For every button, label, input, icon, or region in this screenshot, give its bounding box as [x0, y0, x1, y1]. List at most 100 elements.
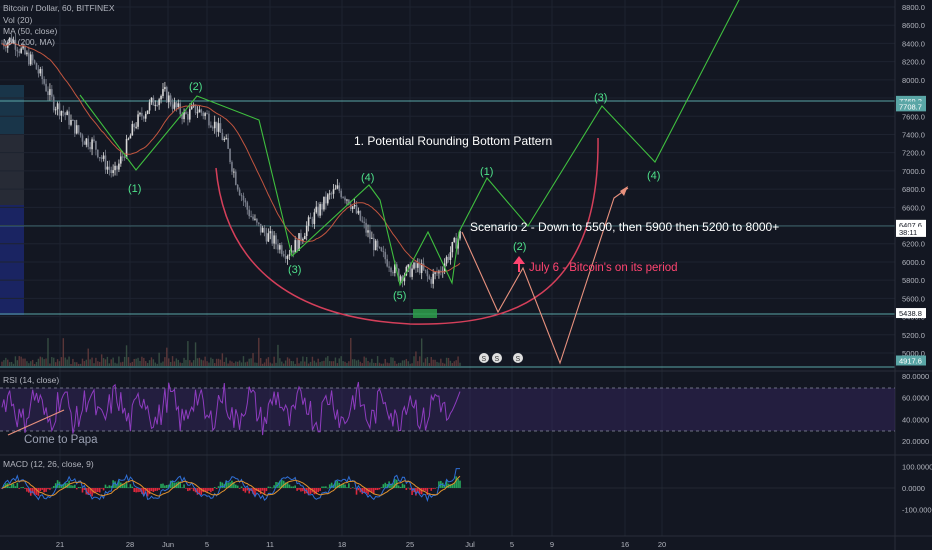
candle-body — [300, 233, 302, 241]
macd-hist-bar — [382, 484, 385, 488]
price-tick-label: 5600.0 — [902, 294, 925, 303]
wave-projection[interactable] — [458, 0, 740, 233]
macd-hist-bar — [326, 487, 329, 489]
candle-body — [231, 162, 233, 172]
volume-bar — [30, 361, 32, 366]
candle-body — [210, 125, 212, 128]
candle-body — [81, 135, 84, 142]
price-tick-label: 8000.0 — [902, 76, 925, 85]
candle-body — [68, 111, 70, 125]
volume-bar — [453, 361, 455, 366]
macd-hist-bar — [26, 488, 28, 492]
price-tick-label: 6600.0 — [902, 203, 925, 212]
candle-body — [380, 247, 383, 252]
price-badge-bg — [896, 308, 926, 319]
macd-hist-bar — [271, 487, 274, 489]
macd-hist-bar — [259, 488, 262, 495]
macd-hist-bar — [16, 482, 19, 488]
macd-hist-bar — [148, 488, 151, 495]
candle-body — [87, 138, 90, 147]
volume-bar — [77, 363, 80, 366]
ma200-indicator-label[interactable]: MA (200, MA) — [3, 37, 55, 47]
volume-bar — [401, 360, 404, 366]
candle-body — [188, 109, 191, 120]
macd-hist-bar — [160, 483, 162, 488]
macd-hist-bar — [213, 487, 216, 488]
bottom-target-box[interactable] — [413, 309, 437, 318]
volume-bar — [158, 352, 160, 366]
volume-bar — [133, 358, 135, 366]
macd-hist-bar — [357, 488, 360, 491]
wave-count-past[interactable] — [79, 94, 460, 287]
macd-label[interactable]: MACD (12, 26, close, 9) — [3, 459, 94, 469]
macd-hist-bar — [309, 488, 312, 494]
macd-hist-bar — [192, 488, 195, 492]
volume-bar — [154, 362, 157, 366]
candle-body — [217, 123, 220, 132]
macd-hist-bar — [183, 484, 185, 488]
macd-hist-bar — [64, 483, 67, 488]
price-tick-label: 6800.0 — [902, 185, 925, 194]
macd-hist-bar — [95, 488, 97, 493]
volume-bar — [374, 363, 377, 366]
macd-hist-bar — [150, 488, 153, 492]
ma50-indicator-label[interactable]: MA (50, close) — [3, 26, 57, 36]
candle-body — [37, 69, 40, 74]
candle-body — [219, 123, 222, 133]
macd-hist-bar — [98, 488, 101, 493]
time-tick-label: 9 — [550, 540, 554, 549]
volume-bar — [380, 363, 383, 366]
candle-body — [156, 104, 159, 106]
rsi-axis[interactable]: 80.0000 60.0000 40.0000 20.0000 — [902, 372, 929, 446]
macd-hist-bar — [131, 486, 134, 488]
macd-hist-bar — [302, 488, 304, 492]
macd-hist-bar — [234, 484, 237, 488]
volume-bar — [445, 357, 448, 366]
event-icon-3[interactable] — [513, 353, 523, 363]
macd-hist-bar — [407, 487, 410, 489]
event-icon-2[interactable] — [492, 353, 502, 363]
macd-hist-bar — [198, 488, 201, 494]
event-icon-3-label: S — [516, 356, 521, 363]
wave-label-3: (3) — [288, 264, 301, 276]
candle-body — [409, 264, 411, 277]
event-icon-1[interactable] — [479, 353, 489, 363]
volume-bar — [100, 354, 103, 366]
scenario-2-path[interactable] — [461, 187, 629, 365]
price-tick-label: 7400.0 — [902, 130, 925, 139]
volume-bar — [85, 359, 88, 366]
candle-body — [449, 252, 452, 260]
candle-body — [273, 235, 275, 244]
volume-bar — [64, 357, 66, 366]
candle-body — [127, 138, 130, 140]
volume-bar — [212, 358, 214, 366]
macd-hist-bar — [204, 488, 206, 492]
rsi-trendline[interactable] — [7, 409, 65, 436]
macd-hist-bar — [49, 488, 51, 490]
macd-hist-bar — [72, 485, 74, 488]
macd-hist-bar — [384, 482, 387, 488]
rsi-band — [0, 388, 895, 431]
candle-body — [204, 113, 206, 116]
candle-body — [112, 170, 114, 174]
macd-hist-bar — [108, 485, 111, 488]
macd-hist-bar — [292, 486, 295, 488]
rounding-bottom-curve[interactable] — [215, 137, 599, 325]
candle-body — [104, 155, 107, 170]
event-icons[interactable]: S S S — [479, 353, 523, 363]
candle-body — [211, 127, 214, 129]
macd-axis[interactable]: 100.0000 0.0000 -100.0000 — [902, 463, 932, 515]
volume-bar — [434, 359, 436, 366]
macd-hist-bar — [349, 488, 352, 489]
vol-indicator-label[interactable]: Vol (20) — [3, 15, 32, 25]
macd-hist-bar — [430, 488, 433, 491]
volume-bar — [457, 356, 459, 366]
rsi-label[interactable]: RSI (14, close) — [3, 375, 59, 385]
symbol-title[interactable]: Bitcoin / Dollar, 60, BITFINEX — [3, 3, 115, 13]
time-axis[interactable]: 21 28 Jun 5 11 18 25 Jul 5 9 16 20 — [56, 540, 666, 549]
candle-body — [150, 97, 153, 103]
macd-hist-bar — [390, 483, 392, 488]
volume-bar — [240, 362, 243, 366]
candle-body — [208, 113, 210, 126]
